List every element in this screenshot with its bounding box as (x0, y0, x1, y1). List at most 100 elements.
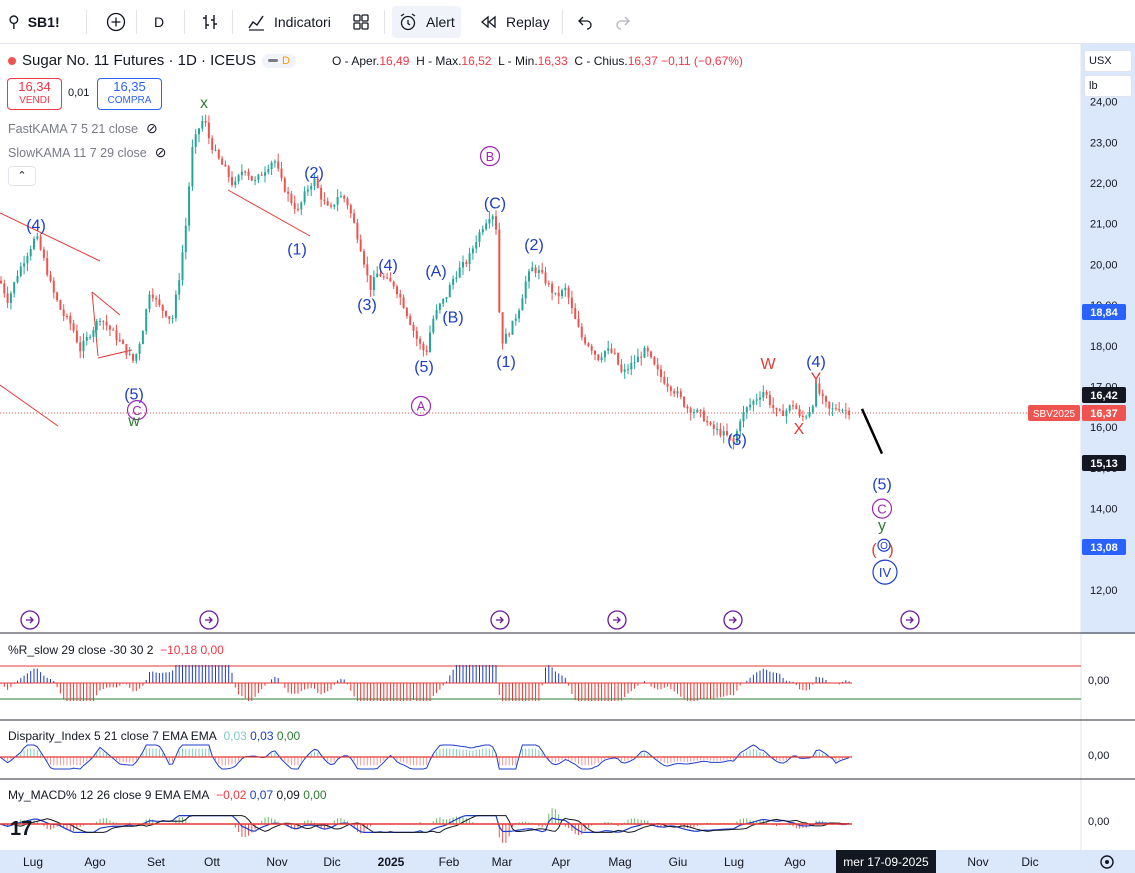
unit-selector[interactable]: lb (1084, 75, 1132, 97)
sell-button[interactable]: 16,34 VENDI (7, 78, 62, 110)
candle-body (633, 362, 636, 364)
candle-body (95, 320, 98, 331)
candle-body (712, 424, 715, 430)
candle-body (745, 407, 748, 413)
candle-body (448, 285, 451, 298)
elliott-wave-labels[interactable]: (4)(5)Cwx(2)(1)(4)(3)(A)(B)(5)AB(C)(2)(1… (26, 95, 898, 585)
candle-body (521, 298, 524, 311)
candle-body (584, 337, 587, 344)
wave-label: (4) (806, 354, 826, 371)
candle-body (818, 383, 821, 394)
arrow-icon (906, 616, 914, 624)
chart-canvas[interactable]: mer 17-09-2025 Lug Ago Set Ott Nov Dic 2025 Feb… (0, 44, 1135, 873)
candle-body (841, 410, 844, 412)
candle-body (801, 416, 804, 418)
alert-button[interactable]: Alert (392, 6, 461, 38)
currency-selector[interactable]: USX (1084, 50, 1132, 72)
layouts-button[interactable] (346, 6, 376, 38)
candle-body (848, 410, 851, 416)
candle-body (544, 272, 547, 284)
candle-body (260, 174, 263, 176)
symbol-title[interactable]: Sugar No. 11 Futures · 1D · ICEUS (22, 52, 256, 69)
trend-line[interactable] (0, 212, 101, 262)
candle-body (392, 281, 395, 287)
candle-body (39, 236, 42, 250)
redo-button[interactable] (608, 6, 638, 38)
candle-body (141, 331, 144, 345)
pane2-value-1: 0,03 (223, 729, 247, 743)
trend-line[interactable] (0, 384, 59, 427)
symbol-label: SB1! (27, 14, 60, 30)
wave-label: (5) (872, 477, 892, 494)
indicators-button[interactable]: Indicatori (240, 6, 337, 38)
candle-body (217, 149, 220, 159)
crosshair-date: mer 17-09-2025 (843, 855, 929, 869)
wave-label: C (877, 501, 886, 516)
time-tick: Feb (439, 855, 460, 869)
candle-body (181, 252, 184, 281)
candle-body (412, 324, 415, 331)
candle-body (613, 352, 616, 354)
candle-body (739, 421, 742, 432)
compare-symbol-button[interactable] (100, 6, 132, 38)
undo-button[interactable] (570, 6, 600, 38)
candle-body (534, 267, 537, 274)
trend-lines[interactable] (0, 189, 311, 427)
candle-body (749, 404, 752, 408)
candle-body (514, 318, 517, 321)
candle-body (498, 229, 501, 313)
candle-body (128, 353, 131, 355)
collapse-legend-button[interactable]: ⌃ (8, 166, 36, 186)
delay-badge: D (281, 54, 290, 67)
pane3-legend: My_MACD% 12 26 close 9 EMA EMA −0,02 0,0… (8, 788, 327, 802)
candle-body (442, 298, 445, 304)
candle-body (33, 238, 35, 249)
price-series (0, 114, 851, 450)
buy-button[interactable]: 16,35 COMPRA (97, 78, 162, 110)
chart-type-button[interactable] (194, 6, 226, 38)
candle-body (158, 299, 161, 305)
candle-body (379, 273, 382, 277)
candle-body (524, 281, 527, 299)
candle-body (491, 216, 494, 220)
price-tick: 22,00 (1090, 178, 1118, 190)
event-markers[interactable] (20, 610, 920, 630)
price-tick: 12,00 (1090, 585, 1118, 597)
wave-label: (1) (496, 354, 516, 371)
indicator-slowkama[interactable]: SlowKAMA 11 7 29 close ⊘ (8, 144, 166, 161)
replay-button[interactable]: Replay (472, 6, 556, 38)
candle-body (178, 280, 181, 295)
candle-body (165, 310, 167, 317)
candle-body (13, 282, 16, 294)
sell-label: VENDI (19, 95, 50, 106)
interval-button[interactable]: D (148, 6, 170, 38)
candle-body (468, 253, 471, 265)
symbol-search-button[interactable]: ⚲ SB1! (2, 6, 66, 38)
candle-body (488, 219, 491, 224)
trend-line[interactable] (91, 291, 121, 316)
redo-icon (616, 16, 630, 30)
candle-body (343, 195, 346, 199)
eye-hidden-icon[interactable]: ⊘ (145, 120, 158, 136)
candle-body (79, 342, 82, 352)
time-tick: Lug (724, 855, 744, 869)
bars-icon (203, 15, 217, 29)
candle-body (283, 178, 286, 192)
indicator-fastkama[interactable]: FastKAMA 7 5 21 close ⊘ (8, 120, 158, 137)
projection-line[interactable] (860, 408, 884, 455)
time-tick: Nov (266, 855, 287, 869)
wave-circle (871, 498, 893, 519)
trend-line[interactable] (227, 189, 311, 237)
trend-line[interactable] (91, 291, 99, 357)
candle-body (151, 294, 154, 299)
price-badge-value: 16,37 (1090, 408, 1118, 420)
wave-circle (877, 538, 891, 552)
candle-body (376, 273, 379, 278)
candle-body (557, 292, 560, 297)
time-tick: Ott (204, 855, 221, 869)
candle-body (303, 191, 306, 203)
price-badges: 18,84 16,42 16,37 SBV2025 15,13 13,08 (1028, 304, 1126, 555)
settings-icon[interactable] (1100, 855, 1114, 869)
eye-hidden-icon[interactable]: ⊘ (154, 144, 167, 160)
candle-body (336, 197, 339, 205)
